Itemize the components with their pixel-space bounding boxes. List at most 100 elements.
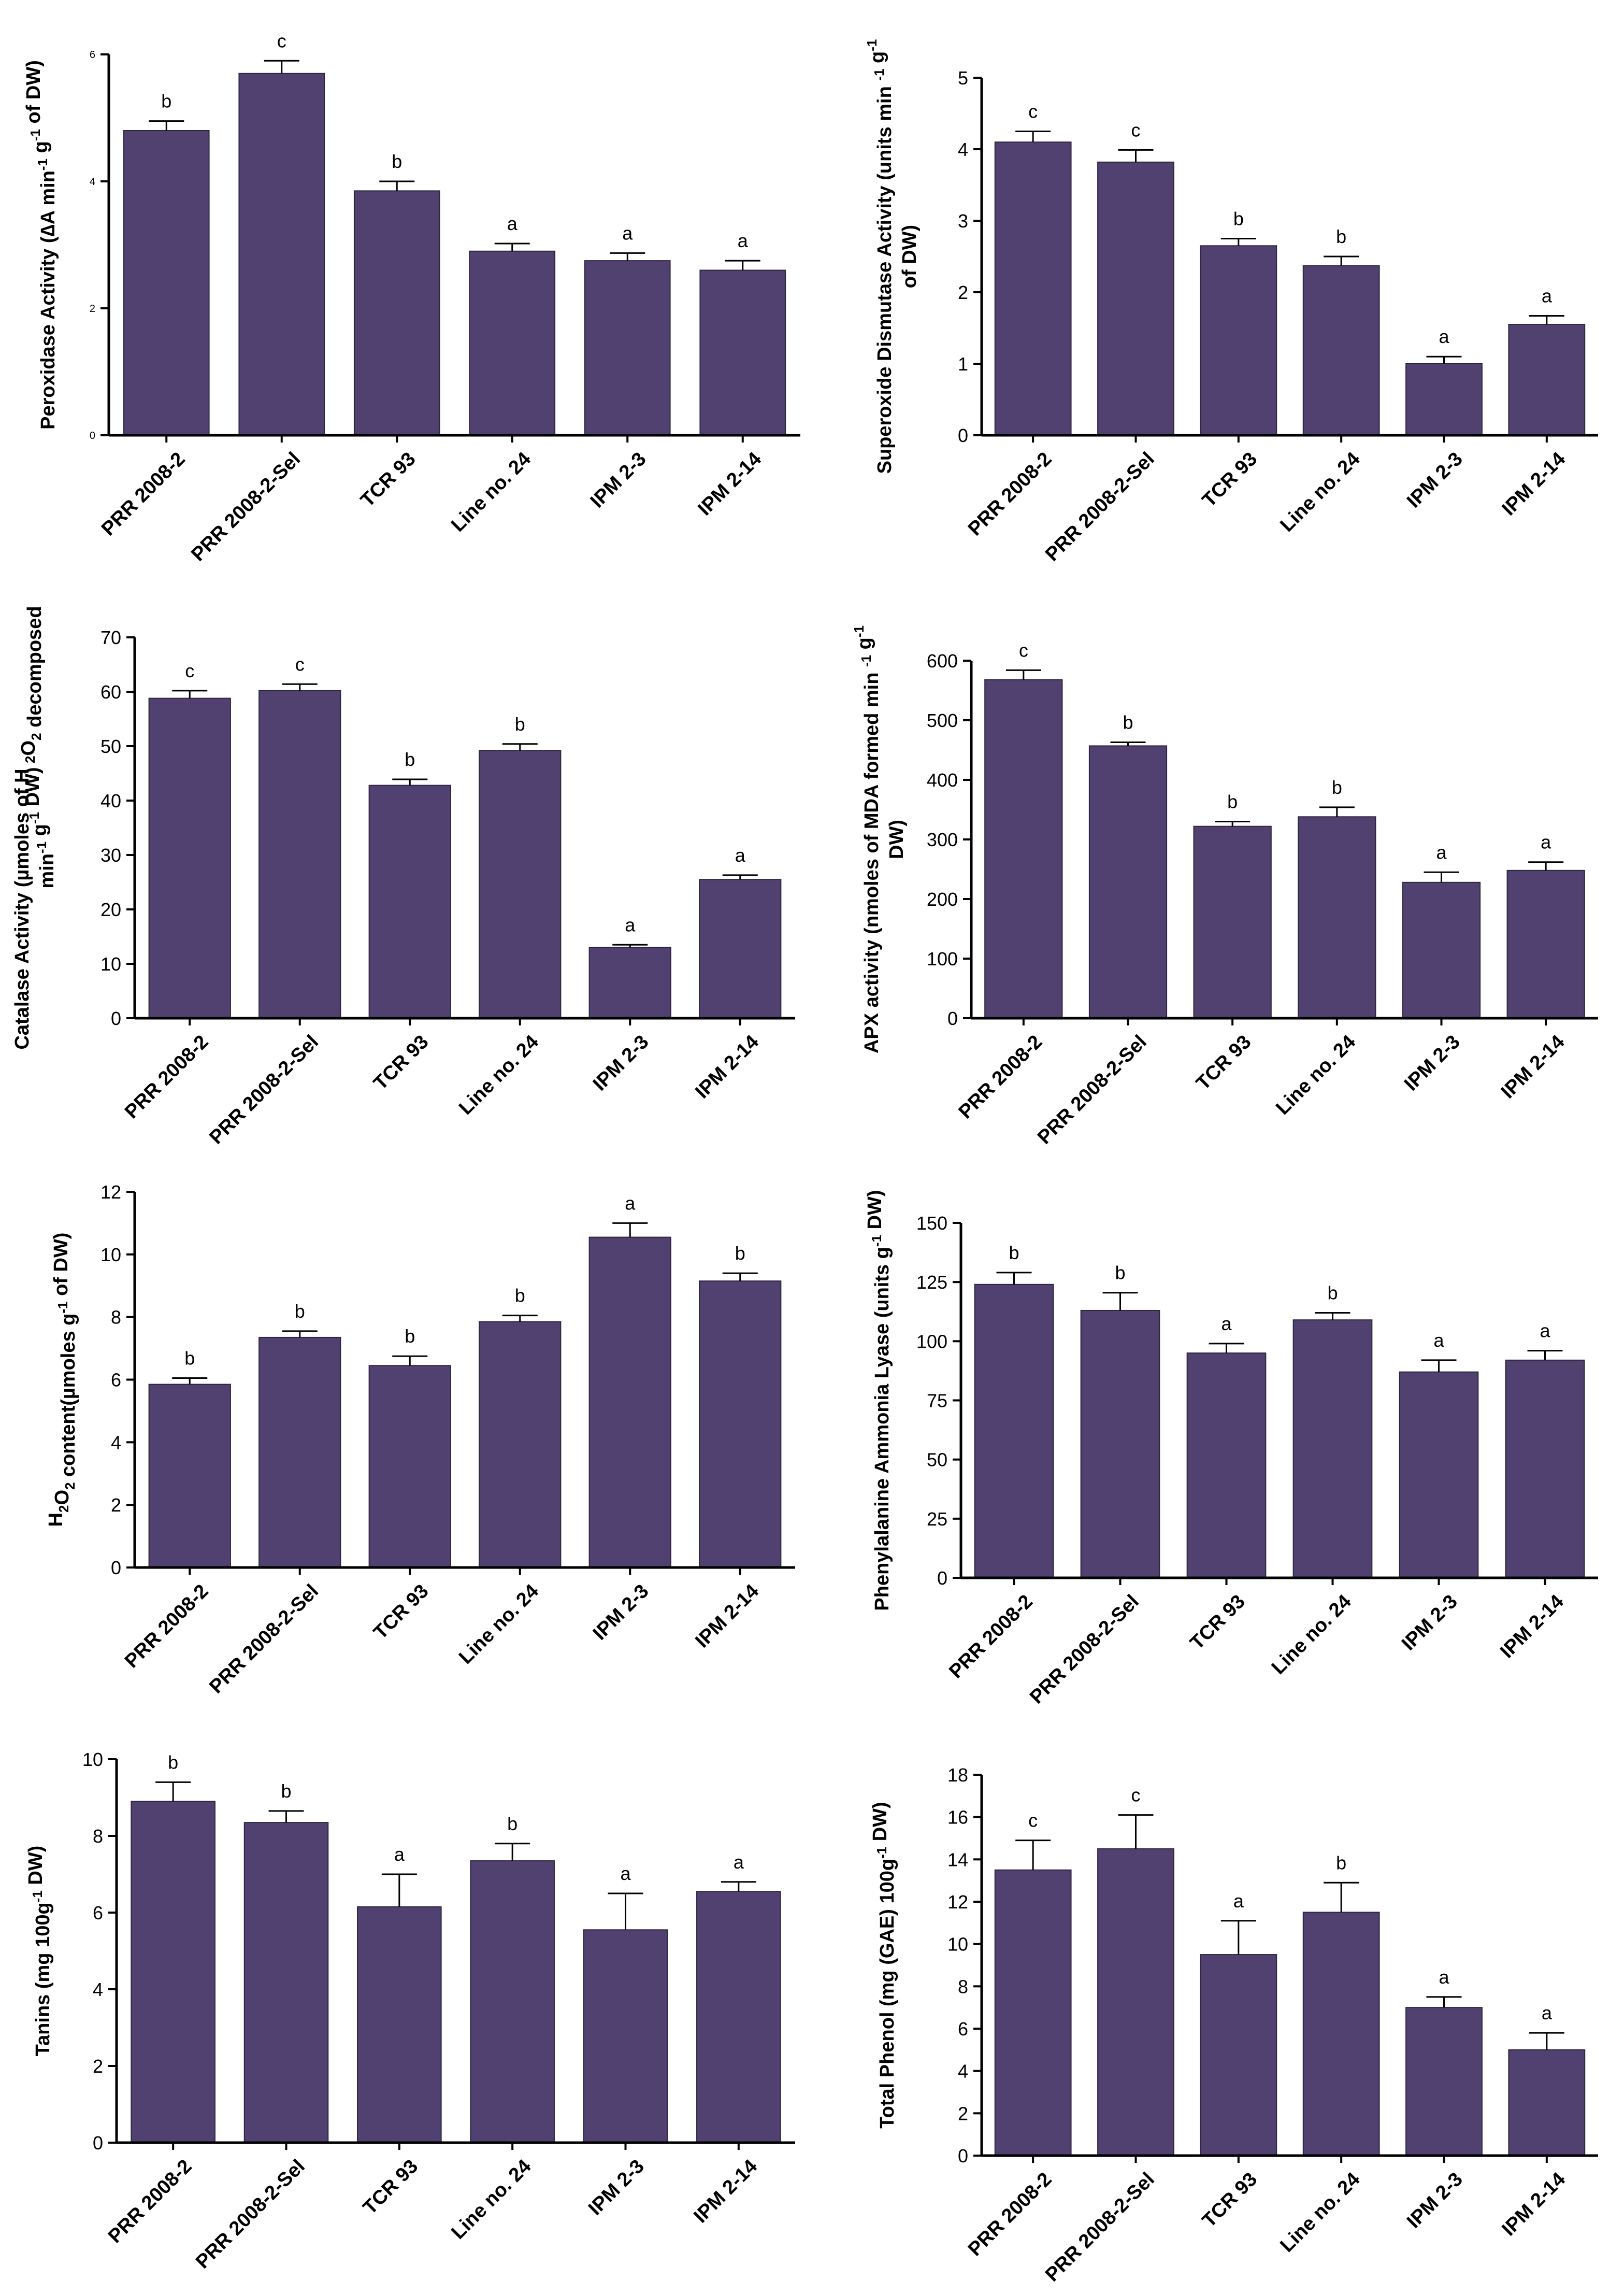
significance-letter-2: b [281, 1780, 291, 1802]
y-tick-label-2: 4 [111, 1432, 121, 1453]
significance-letter-4: b [515, 1285, 525, 1306]
bar-4 [470, 1860, 555, 2144]
bar-6 [699, 1280, 782, 1568]
significance-letter-1: c [1019, 639, 1028, 661]
bar-5 [1405, 2007, 1483, 2157]
category-label-1: PRR 2008-2 [121, 1031, 213, 1123]
significance-letter-6: a [1542, 2002, 1553, 2023]
significance-letter-2: b [1115, 1262, 1125, 1284]
category-label-2: PRR 2008-2-Sel [205, 1580, 323, 1698]
y-tick-label-2: 200 [927, 889, 958, 910]
significance-letter-1: b [184, 1347, 195, 1369]
y-tick-label-1: 10 [100, 953, 121, 975]
category-label-4: Line no. 24 [1276, 448, 1364, 536]
y-tick-label-3: 75 [927, 1390, 947, 1412]
significance-letter-6: a [1542, 286, 1553, 307]
total-phenol-chart: c PRR 2008-2 c PRR 2008-2-Sel a TCR 93 b Line n… [869, 1764, 1598, 2286]
significance-letter-6: a [738, 230, 749, 251]
y-axis-label-line-1: Phenylalanine Ammonia Lyase (units g-1 D… [864, 1190, 893, 1610]
category-label-3: TCR 93 [369, 1580, 433, 1644]
y-tick-label-6: 12 [100, 1181, 121, 1203]
category-label-6: IPM 2-14 [694, 448, 766, 520]
significance-letter-2: c [295, 653, 305, 675]
h2o2-content-chart: b PRR 2008-2 b PRR 2008-2-Sel b TCR 93 b Line n… [45, 1181, 795, 1698]
y-axis-label-line-2: min-1 g-1 DW) [22, 767, 58, 888]
y-tick-label-4: 4 [958, 139, 968, 160]
bar-3 [1200, 1954, 1277, 2156]
y-tick-label-5: 5 [958, 67, 968, 89]
y-tick-label-8: 16 [947, 1807, 968, 1828]
bar-1 [994, 1869, 1072, 2156]
y-tick-label-7: 14 [947, 1849, 968, 1870]
category-label-3: TCR 93 [1198, 2169, 1261, 2232]
category-label-5: IPM 2-3 [584, 2156, 649, 2220]
y-tick-label-5: 500 [927, 710, 958, 731]
significance-letter-4: b [507, 1813, 518, 1834]
y-tick-label-6: 60 [100, 681, 121, 703]
category-label-4: Line no. 24 [455, 1580, 543, 1669]
category-label-2: PRR 2008-2-Sel [1041, 2169, 1159, 2286]
bar-3 [1186, 1352, 1267, 1579]
category-label-2: PRR 2008-2-Sel [1033, 1031, 1151, 1149]
y-tick-label-2: 4 [93, 1979, 103, 2000]
y-tick-label-3: 6 [93, 1902, 103, 1923]
significance-letter-3: b [1233, 208, 1244, 230]
y-tick-label-0: 0 [90, 430, 95, 441]
bar-2 [243, 1822, 329, 2144]
significance-letter-1: b [161, 91, 171, 112]
y-tick-label-2: 4 [90, 176, 95, 188]
category-label-2: PRR 2008-2-Sel [192, 2156, 309, 2273]
y-axis-label-line-1: Tanins (mg 100g-1 DW) [25, 1846, 54, 2057]
significance-letter-2: c [1131, 119, 1141, 140]
significance-letter-5: a [622, 222, 633, 244]
y-tick-label-1: 25 [927, 1508, 947, 1530]
bar-2 [1088, 745, 1168, 1019]
bar-3 [357, 1906, 442, 2143]
category-label-3: TCR 93 [1186, 1591, 1249, 1654]
category-label-5: IPM 2-3 [586, 448, 651, 512]
bar-2 [258, 1336, 341, 1568]
significance-letter-3: a [1233, 1890, 1244, 1912]
category-label-4: Line no. 24 [1268, 1591, 1356, 1679]
bar-5 [588, 947, 671, 1019]
y-axis-label-line-1: APX activity (nmoles of MDA formed min -… [851, 625, 883, 1053]
category-label-1: PRR 2008-2 [104, 2156, 196, 2248]
category-label-5: IPM 2-3 [589, 1580, 653, 1645]
significance-letter-6: b [735, 1243, 745, 1264]
y-tick-label-0: 0 [958, 2145, 968, 2166]
category-label-5: IPM 2-3 [1403, 448, 1467, 512]
category-label-6: IPM 2-14 [1497, 1031, 1569, 1103]
significance-letter-4: b [1327, 1282, 1338, 1304]
category-label-3: TCR 93 [369, 1031, 433, 1094]
significance-letter-5: a [1439, 326, 1449, 347]
category-label-5: IPM 2-3 [589, 1031, 653, 1095]
significance-letter-1: b [168, 1751, 178, 1773]
bar-4 [479, 750, 562, 1019]
bar-2 [1080, 1309, 1160, 1578]
bar-3 [353, 190, 440, 436]
category-label-1: PRR 2008-2 [964, 448, 1056, 540]
significance-letter-3: b [405, 749, 415, 770]
category-label-4: Line no. 24 [1276, 2169, 1364, 2257]
category-label-6: IPM 2-14 [689, 2156, 761, 2228]
significance-letter-1: c [1028, 1810, 1038, 1831]
bar-4 [1302, 265, 1380, 436]
significance-letter-6: a [1540, 1320, 1550, 1342]
significance-letter-1: b [1009, 1242, 1019, 1263]
y-tick-label-3: 3 [958, 210, 968, 232]
apx-chart: c PRR 2008-2 b PRR 2008-2-Sel b TCR 93 b Line n… [851, 625, 1598, 1149]
category-label-4: Line no. 24 [455, 1031, 543, 1119]
y-tick-label-4: 8 [111, 1307, 121, 1328]
y-tick-label-1: 2 [958, 2103, 968, 2124]
y-tick-label-4: 8 [93, 1826, 103, 1847]
y-axis-label-line-1: Peroxidase Activity (∆A min-1 g-1 of DW) [23, 60, 59, 430]
bar-4 [1292, 1319, 1373, 1579]
significance-letter-2: c [277, 30, 286, 51]
category-label-4: Line no. 24 [1272, 1031, 1360, 1119]
y-tick-label-6: 12 [947, 1891, 968, 1913]
bar-2 [238, 73, 325, 436]
category-label-3: TCR 93 [1192, 1031, 1255, 1094]
bar-6 [1505, 1359, 1585, 1579]
y-axis-label-line-1: H2O2 content(µmoles g-1 of DW) [45, 1233, 79, 1527]
y-axis-label-line-1: Catalase Activity (µmoles of H 2O2 decom… [11, 606, 46, 1049]
